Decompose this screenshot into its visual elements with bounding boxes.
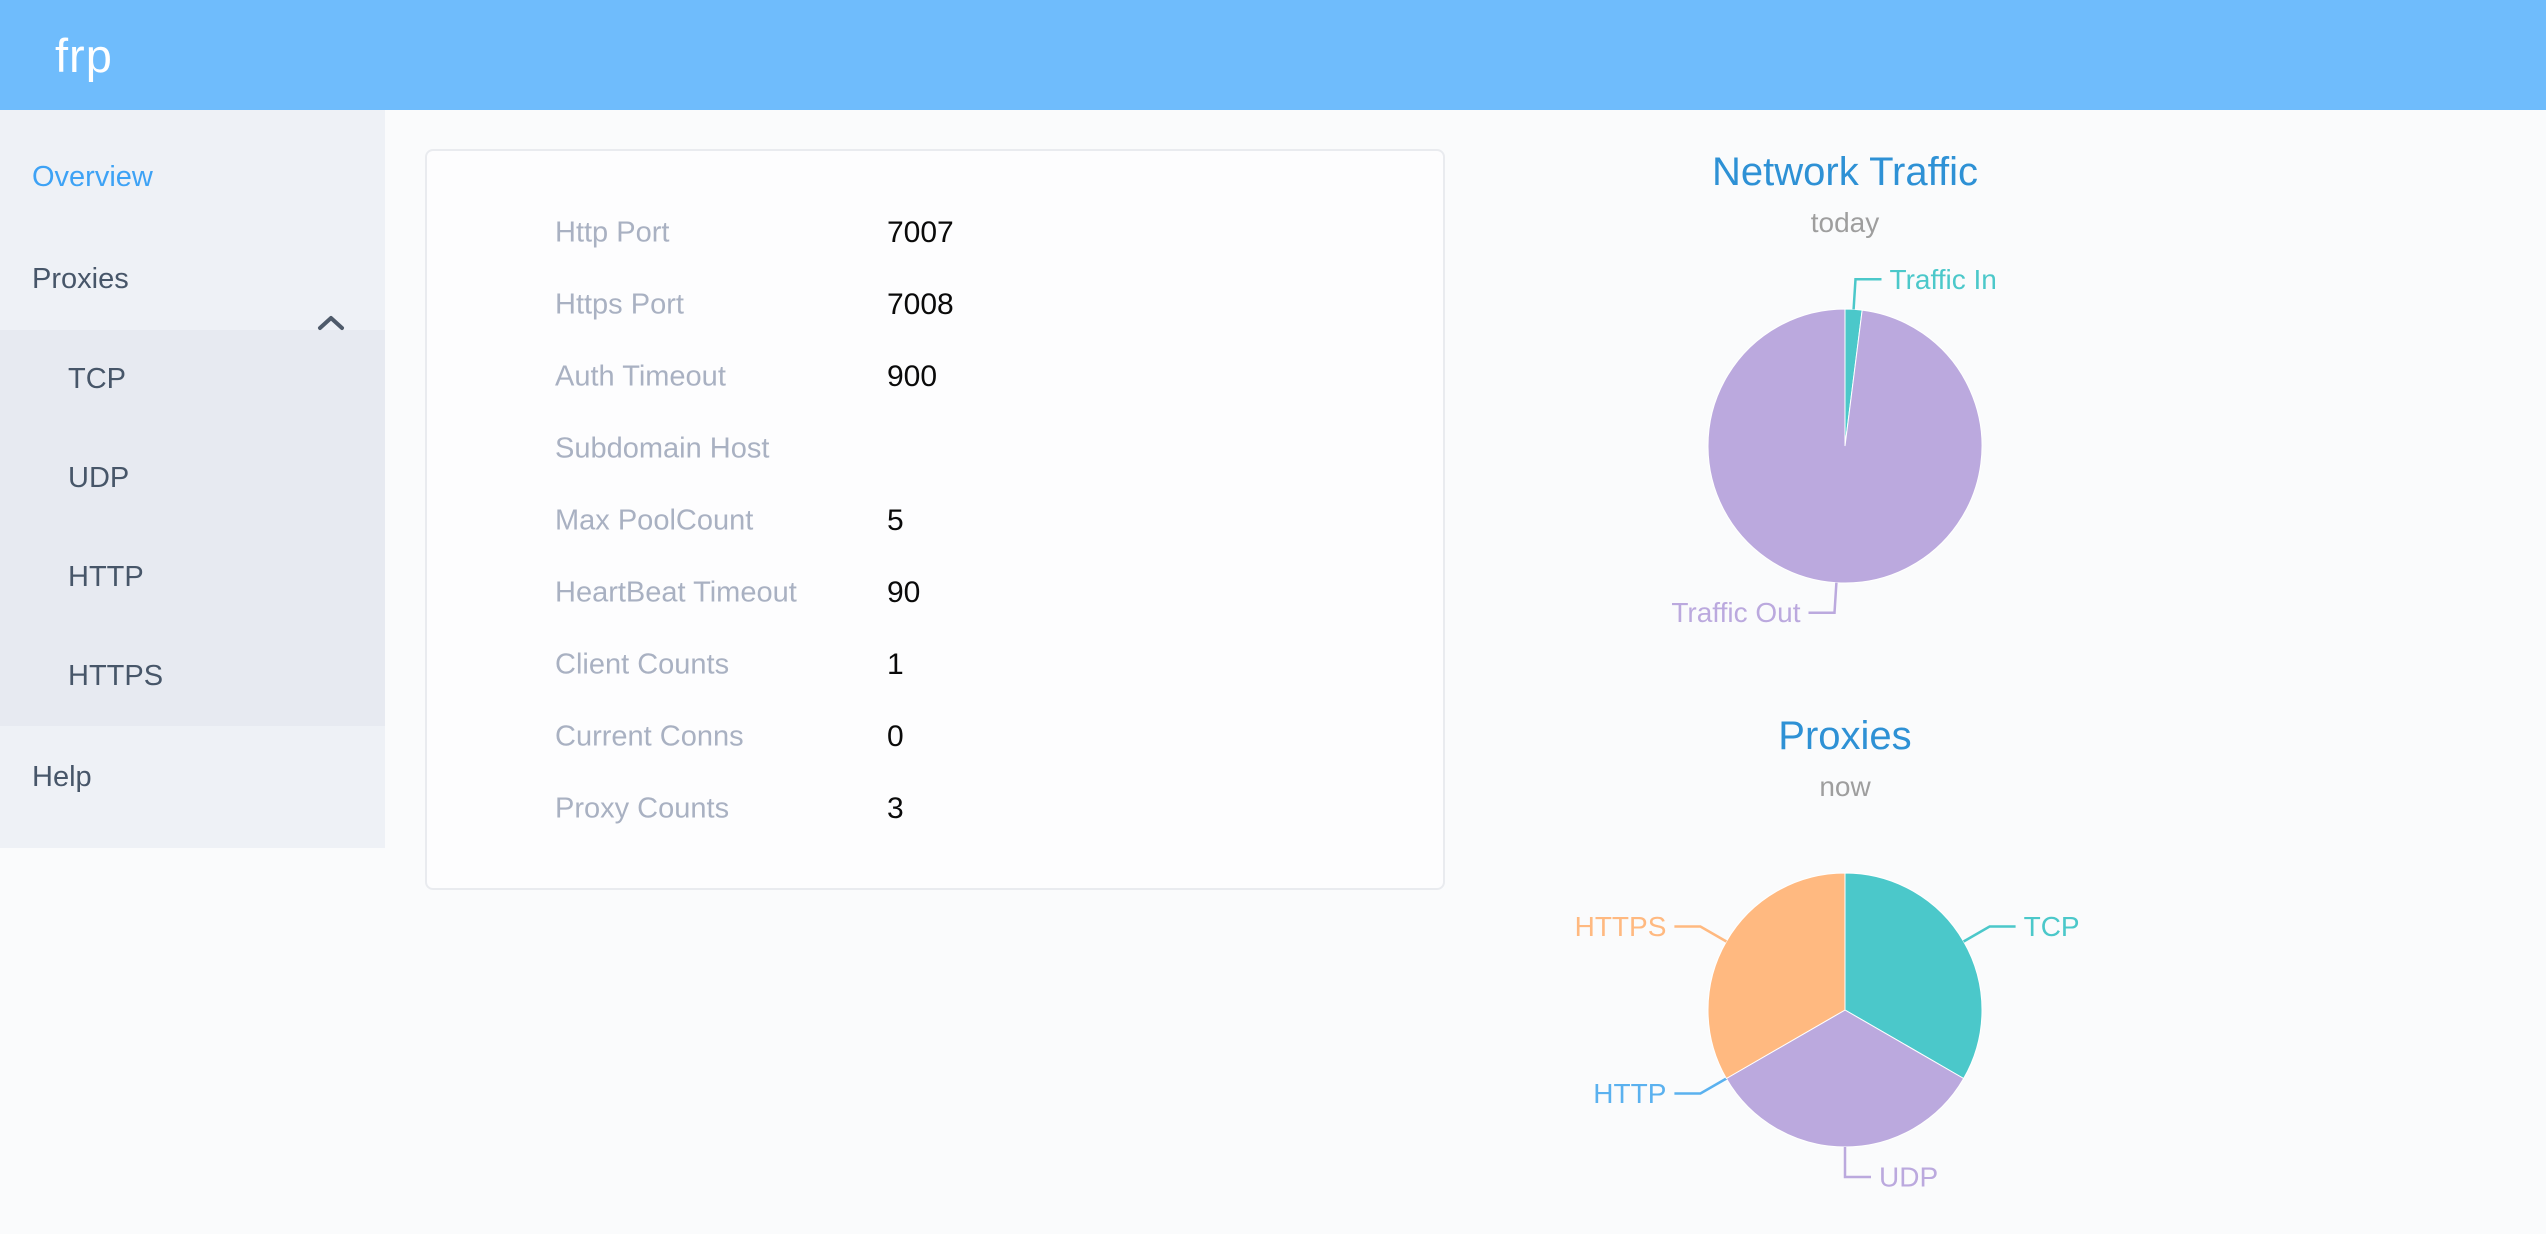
config-row: Client Counts 1 <box>427 629 1443 701</box>
sidebar-item-label: Help <box>32 761 92 793</box>
config-row: Current Conns 0 <box>427 701 1443 773</box>
pie-label-http: HTTP <box>1593 1078 1666 1109</box>
config-label: Current Conns <box>555 720 744 753</box>
chart-subtitle: now <box>1819 771 1871 802</box>
sidebar-item-label: TCP <box>68 363 126 395</box>
pie-label-line-udp <box>1843 1147 1871 1179</box>
config-value: 7007 <box>887 216 954 249</box>
config-label: Http Port <box>555 216 670 249</box>
sidebar-item-label: UDP <box>68 462 130 494</box>
chevron-up-icon[interactable] <box>317 271 345 330</box>
config-value: 5 <box>887 504 904 537</box>
pie-slice-traffic-out[interactable] <box>1707 308 1983 584</box>
pie-label-udp: UDP <box>1879 1162 1938 1193</box>
config-value: 0 <box>887 720 904 753</box>
sidebar-item-tcp[interactable]: TCP <box>0 330 385 429</box>
pie-label-line-traffic-in <box>1852 278 1882 310</box>
pie-label-https: HTTPS <box>1575 911 1667 942</box>
sidebar-item-https[interactable]: HTTPS <box>0 627 385 726</box>
config-label: Auth Timeout <box>555 360 726 393</box>
pie-label-traffic-in: Traffic In <box>1890 264 1997 295</box>
config-row: Subdomain Host <box>427 413 1443 485</box>
config-value: 3 <box>887 792 904 825</box>
config-value: 900 <box>887 360 938 393</box>
sidebar-item-label: HTTPS <box>68 660 164 692</box>
app-header: frp <box>0 0 2546 110</box>
config-label: Max PoolCount <box>555 504 754 537</box>
server-config-card: Http Port 7007 Https Port 7008 Auth Time… <box>425 149 1445 890</box>
config-row: Https Port 7008 <box>427 269 1443 341</box>
pie-label-traffic-out: Traffic Out <box>1671 597 1800 628</box>
pie-label-line-tcp <box>1962 925 2016 943</box>
pie-label-tcp: TCP <box>2024 911 2080 942</box>
config-row: Proxy Counts 3 <box>427 773 1443 845</box>
sidebar-item-help[interactable]: Help <box>0 726 385 828</box>
config-label: Subdomain Host <box>555 432 770 465</box>
sidebar: Overview Proxies TCP UDP HTTP HTTPS Help <box>0 110 385 848</box>
proxies-chart: Proxies now TCP UDP HTTP HTTPS <box>1545 712 2145 1224</box>
pie-label-line-https <box>1674 925 1728 943</box>
pie-label-line-http <box>1674 1077 1728 1095</box>
config-label: Client Counts <box>555 648 730 681</box>
chart-subtitle: today <box>1810 207 1880 238</box>
config-value: 1 <box>887 648 904 681</box>
config-value: 90 <box>887 576 921 609</box>
sidebar-item-label: Overview <box>32 161 153 193</box>
config-row: Max PoolCount 5 <box>427 485 1443 557</box>
sidebar-item-label: Proxies <box>32 263 129 295</box>
sidebar-item-label: HTTP <box>68 561 144 593</box>
sidebar-item-overview[interactable]: Overview <box>0 126 385 228</box>
config-row: HeartBeat Timeout 90 <box>427 557 1443 629</box>
config-value: 7008 <box>887 288 954 321</box>
sidebar-item-proxies[interactable]: Proxies <box>0 228 385 330</box>
app-logo: frp <box>55 28 113 82</box>
config-label: Proxy Counts <box>555 792 730 825</box>
config-row: Auth Timeout 900 <box>427 341 1443 413</box>
chart-title: Proxies <box>1778 714 1912 758</box>
proxies-pie: TCP UDP HTTP HTTPS <box>1575 872 2080 1193</box>
sidebar-item-http[interactable]: HTTP <box>0 528 385 627</box>
sidebar-item-udp[interactable]: UDP <box>0 429 385 528</box>
network-traffic-pie: Traffic In Traffic Out <box>1671 264 1997 628</box>
pie-label-line-traffic-out <box>1808 582 1838 614</box>
sidebar-submenu-proxies: TCP UDP HTTP HTTPS <box>0 330 385 726</box>
network-traffic-chart: Network Traffic today Traffic In Traffic … <box>1545 148 2145 660</box>
config-label: HeartBeat Timeout <box>555 576 797 609</box>
config-row: Http Port 7007 <box>427 197 1443 269</box>
config-label: Https Port <box>555 288 684 321</box>
chart-title: Network Traffic <box>1712 150 1978 194</box>
